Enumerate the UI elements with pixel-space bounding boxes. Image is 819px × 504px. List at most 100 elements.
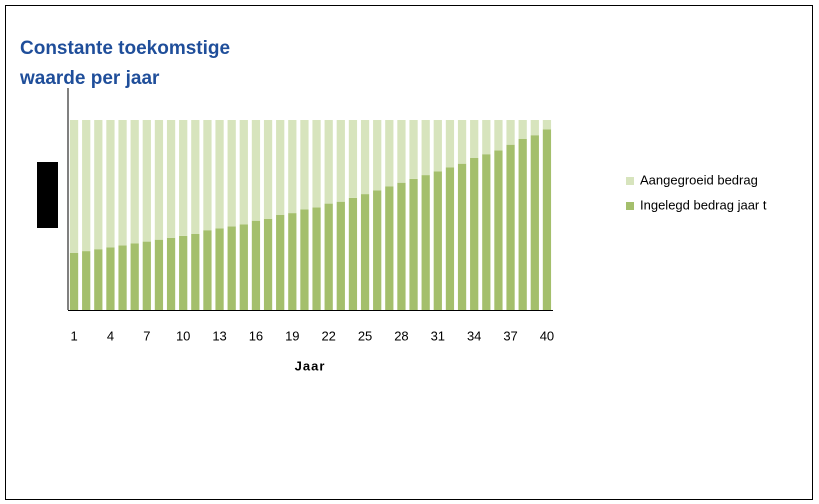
chart-title: Constante toekomstige waarde per jaar [20,38,231,89]
bar-segment [445,167,455,310]
bar-segment [94,120,103,250]
bar-segment [312,207,321,310]
x-tick-label: 22 [321,328,335,343]
bar-segment [542,120,552,130]
bar-segment [239,224,248,310]
bar-segment [251,220,261,310]
bar-segment [336,120,345,202]
bar-segment [373,120,382,191]
bar-segment [300,209,309,310]
bar-segment [69,253,79,310]
bar-segment [312,120,321,208]
x-tick-label: 31 [431,328,445,343]
x-tick-label: 25 [358,328,372,343]
bar-segment [457,120,467,164]
bar-segment [82,251,91,310]
x-tick-label: 10 [176,328,190,343]
bar-segment [506,144,515,310]
bar-segment [166,120,176,238]
bar-segment [191,120,200,234]
bar-segment [397,182,406,310]
bar-segment [179,120,188,236]
bar-segment [227,120,236,227]
bar-segment [142,241,151,310]
bar-segment [179,235,188,310]
bar-segment [130,243,139,310]
bar-segment [470,158,479,310]
bar-segment [263,218,273,310]
bar-segment [276,215,285,310]
x-tick-label: 16 [249,328,263,343]
bar-segment [482,120,491,155]
x-tick-label: 1 [70,328,77,343]
x-tick-label: 13 [212,328,226,343]
bar-segment [118,245,127,310]
bar-segment [215,120,224,229]
bar-segment [445,120,455,168]
bar-segment [506,120,515,145]
bar-segment [530,120,539,136]
bar-segment [215,228,224,310]
bar-segment [385,120,394,187]
bar-segment [360,194,370,310]
bar-segment [166,237,176,310]
legend-label: Aangegroeid bedrag [640,172,758,187]
bar-segment [360,120,370,195]
bar-segment [336,201,345,310]
x-tick-label: 37 [503,328,517,343]
bar-segment [433,171,442,310]
bar-segment [482,154,491,310]
bar-segment [203,230,212,310]
x-tick-label: 34 [467,328,481,343]
x-tick-label: 40 [540,328,554,343]
bar-segment [518,120,527,139]
bar-segment [106,247,115,310]
bar-segment [457,163,467,310]
bar-segment [494,150,503,310]
bar-segment [470,120,479,158]
x-tick-label: 4 [107,328,114,343]
bar-segment [251,120,261,221]
bar-segment [288,213,297,310]
legend-swatch [626,177,634,185]
bar-segment [518,139,527,310]
bar-segment [348,120,358,198]
bar-segment [421,175,430,310]
bar-segment [348,197,358,310]
bar-segment [154,239,164,310]
bar-segment [94,249,103,310]
x-tick-label: 7 [143,328,150,343]
bar-segment [373,190,382,310]
bar-segment [142,120,151,242]
bar-segment [409,178,418,310]
bar-segment [106,120,115,248]
bar-segment [239,120,248,225]
bar-segment [130,120,139,244]
bar-segment [154,120,164,240]
bar-segment [300,120,309,210]
bar-segment [82,120,91,252]
bar-segment [227,226,236,310]
bar-segment [409,120,418,179]
bar-segment [263,120,273,219]
x-axis-label: Jaar [295,358,326,373]
bar-segment [421,120,430,176]
bar-segment [276,120,285,215]
bar-segment [494,120,503,151]
bar-segment [397,120,406,183]
bar-segment [288,120,297,214]
bar-segment [542,129,552,310]
bar-segment [324,120,333,204]
frame [5,5,813,500]
bar-segment [118,120,127,246]
x-tick-label: 19 [285,328,299,343]
bar-segment [530,135,539,310]
x-tick-label: 28 [394,328,408,343]
redaction [37,162,58,228]
bar-segment [324,203,333,310]
legend-label: Ingelegd bedrag jaar t [640,197,767,212]
bar-segment [433,120,442,172]
bar-segment [385,186,394,310]
